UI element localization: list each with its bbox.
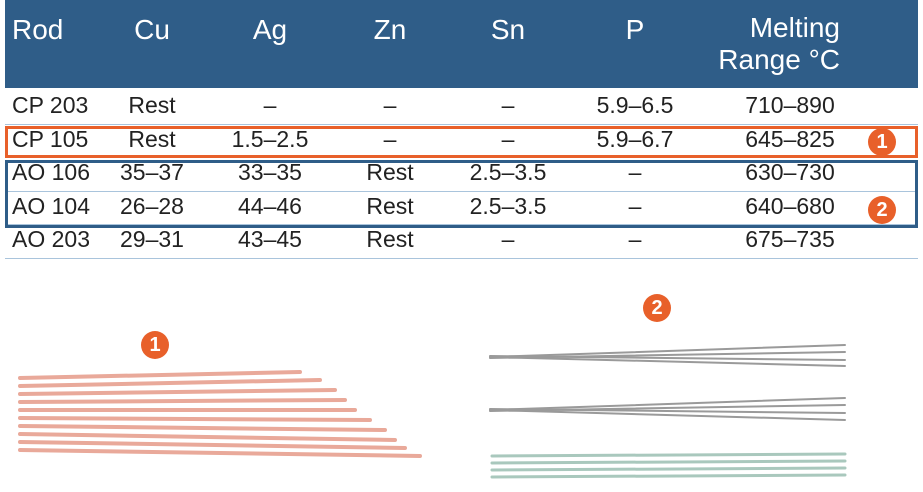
- row-divider: [5, 190, 918, 192]
- table-cell: –: [628, 192, 642, 219]
- table-cell: 44–46: [238, 192, 302, 219]
- highlight-orange: [5, 126, 918, 158]
- column-header: Sn: [490, 14, 526, 45]
- table-cell: CP 203: [12, 92, 89, 118]
- table-cell: Rest: [366, 226, 414, 252]
- table-cell: 675–735: [745, 226, 835, 252]
- table-cell: –: [501, 92, 515, 118]
- table-cell: 2.5–3.5: [469, 159, 547, 185]
- column-header: P: [625, 14, 645, 45]
- table-cell: 5.9–6.5: [596, 92, 674, 118]
- table-cell: –: [263, 92, 277, 118]
- table-cell: AO 104: [12, 192, 90, 219]
- table-cell: –: [628, 159, 642, 185]
- row-divider: [5, 123, 918, 125]
- table-cell: 35–37: [120, 159, 184, 185]
- row-divider: [5, 224, 918, 225]
- table-cell: 33–35: [238, 159, 302, 185]
- callout-badge: 2: [643, 294, 671, 322]
- table-cell: AO 106: [12, 159, 90, 185]
- table-cell: 630–730: [745, 159, 835, 185]
- table-cell: –: [501, 226, 515, 252]
- table-cell: 640–680: [745, 192, 835, 219]
- callout-badge: 1: [868, 128, 896, 156]
- table-cell: 1.5–2.5: [231, 125, 309, 152]
- table-cell: –: [383, 92, 397, 118]
- table-cell: 5.9–6.7: [596, 125, 674, 152]
- table-cell: 43–45: [238, 226, 302, 252]
- table-cell: 710–890: [745, 92, 835, 118]
- table-cell: Rest: [366, 192, 414, 219]
- column-header: Ag: [252, 14, 288, 45]
- column-header: Rod: [12, 14, 64, 45]
- table-cell: AO 203: [12, 226, 90, 252]
- callout-badge: 2: [868, 196, 896, 224]
- table-cell: CP 105: [12, 125, 89, 152]
- row-divider: [5, 257, 918, 259]
- table-cell: Rest: [128, 92, 176, 118]
- table-cell: 26–28: [120, 192, 184, 219]
- highlight-blue: [5, 160, 918, 228]
- column-header: Melting Range °C: [718, 12, 840, 75]
- table-cell: Rest: [366, 159, 414, 185]
- callout-badge: 1: [141, 331, 169, 359]
- table-cell: –: [383, 125, 397, 152]
- column-header: Cu: [134, 14, 170, 45]
- table-cell: –: [628, 226, 642, 252]
- column-header: Zn: [373, 14, 407, 45]
- table-header: [5, 0, 918, 88]
- table-cell: 29–31: [120, 226, 184, 252]
- table-cell: 2.5–3.5: [469, 192, 547, 219]
- table-cell: Rest: [128, 125, 176, 152]
- table-cell: 645–825: [745, 125, 835, 152]
- table-cell: –: [501, 125, 515, 152]
